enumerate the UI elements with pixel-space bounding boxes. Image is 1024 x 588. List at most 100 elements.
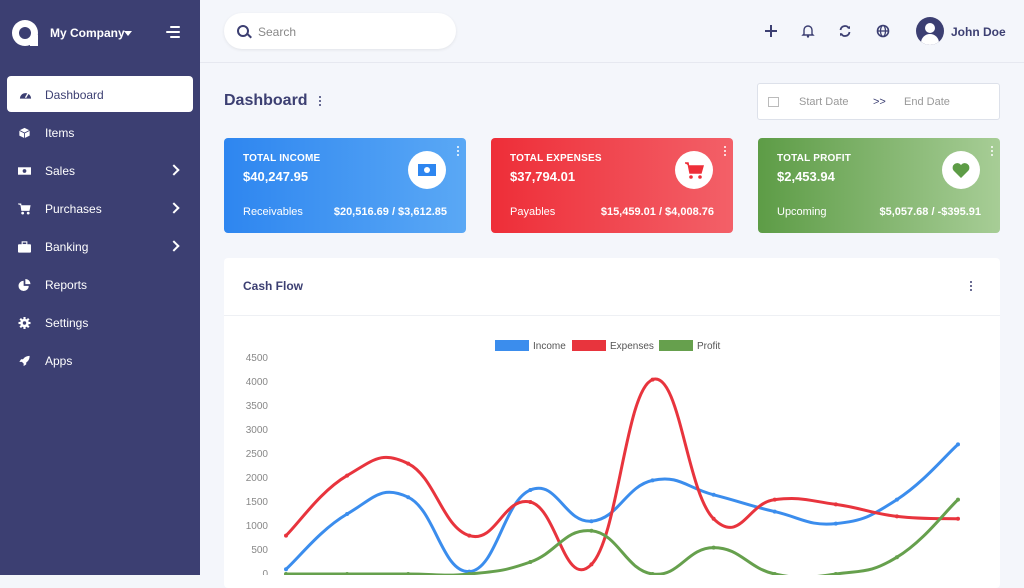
sidebar-item-purchases[interactable]: Purchases	[0, 190, 200, 228]
data-point-income[interactable]	[773, 510, 777, 514]
data-point-profit[interactable]	[589, 529, 593, 533]
data-point-income[interactable]	[284, 567, 288, 571]
calendar-icon	[768, 97, 779, 107]
data-point-expenses[interactable]	[528, 500, 532, 504]
y-tick-label: 3000	[246, 425, 269, 436]
date-separator: >>	[873, 96, 886, 108]
sidebar-item-dashboard[interactable]: Dashboard	[7, 76, 193, 112]
card-sub-label: Payables	[510, 206, 555, 218]
chevron-down-icon[interactable]	[124, 31, 132, 36]
more-options-icon[interactable]	[456, 146, 459, 158]
data-point-expenses[interactable]	[712, 517, 716, 521]
sidebar-item-sales[interactable]: Sales	[0, 152, 200, 190]
data-point-income[interactable]	[895, 498, 899, 502]
more-options-icon[interactable]	[723, 146, 726, 158]
card-icon-circle	[675, 151, 713, 189]
money-bill-icon	[408, 151, 446, 189]
y-tick-label: 1500	[246, 497, 269, 508]
data-point-profit[interactable]	[895, 555, 899, 559]
shopping-cart-icon	[18, 203, 31, 215]
legend-swatch-expenses[interactable]	[572, 340, 606, 351]
menu-toggle-icon[interactable]	[166, 26, 180, 38]
legend-label-profit[interactable]: Profit	[697, 341, 721, 352]
data-point-expenses[interactable]	[406, 462, 410, 466]
card-amount: $2,453.94	[777, 169, 835, 184]
data-point-expenses[interactable]	[651, 378, 655, 382]
y-tick-label: 3500	[246, 401, 269, 412]
sidebar-item-label: Banking	[45, 240, 88, 254]
chevron-right-icon	[168, 164, 179, 175]
legend-label-expenses[interactable]: Expenses	[610, 341, 654, 352]
data-point-profit[interactable]	[956, 498, 960, 502]
cube-icon	[18, 127, 31, 139]
sidebar-item-label: Items	[45, 126, 74, 140]
y-tick-label: 2500	[246, 449, 269, 460]
data-point-expenses[interactable]	[956, 517, 960, 521]
data-point-income[interactable]	[956, 442, 960, 446]
data-point-income[interactable]	[528, 488, 532, 492]
brand: My Company	[0, 0, 200, 64]
search-box[interactable]	[224, 13, 456, 49]
company-switcher[interactable]: My Company	[50, 26, 125, 40]
data-point-income[interactable]	[345, 512, 349, 516]
card-amount: $37,794.01	[510, 169, 575, 184]
legend-swatch-profit[interactable]	[659, 340, 693, 351]
search-input[interactable]	[256, 22, 440, 42]
sidebar-item-label: Sales	[45, 164, 75, 178]
y-tick-label: 4500	[246, 353, 269, 364]
chevron-right-icon	[168, 240, 179, 251]
more-options-icon[interactable]	[318, 96, 322, 108]
avatar[interactable]	[916, 17, 944, 45]
data-point-expenses[interactable]	[467, 534, 471, 538]
total-profit-card: TOTAL PROFIT $2,453.94 Upcoming $5,057.6…	[758, 138, 1000, 233]
card-sub-value: $5,057.68 / -$395.91	[879, 206, 981, 218]
shopping-cart-icon	[675, 151, 713, 189]
data-point-expenses[interactable]	[345, 474, 349, 478]
card-icon-circle	[942, 151, 980, 189]
series-line-expenses	[286, 379, 958, 570]
end-date-field[interactable]: End Date	[904, 96, 950, 108]
card-sub-label: Upcoming	[777, 206, 827, 218]
card-title: TOTAL PROFIT	[777, 153, 851, 164]
total-income-card: TOTAL INCOME $40,247.95 Receivables $20,…	[224, 138, 466, 233]
start-date-field[interactable]: Start Date	[799, 96, 849, 108]
data-point-income[interactable]	[406, 495, 410, 499]
card-icon-circle	[408, 151, 446, 189]
y-tick-label: 2000	[246, 473, 269, 484]
card-sub-label: Receivables	[243, 206, 303, 218]
data-point-profit[interactable]	[712, 546, 716, 550]
data-point-expenses[interactable]	[895, 514, 899, 518]
card-sub-value: $20,516.69 / $3,612.85	[334, 206, 447, 218]
bell-icon[interactable]	[801, 24, 815, 38]
date-range-picker[interactable]: Start Date >> End Date	[757, 83, 1000, 120]
user-name[interactable]: John Doe	[951, 25, 1006, 39]
y-tick-label: 4000	[246, 377, 269, 388]
legend-swatch-income[interactable]	[495, 340, 529, 351]
sidebar-item-label: Dashboard	[45, 88, 104, 102]
data-point-income[interactable]	[712, 493, 716, 497]
more-options-icon[interactable]	[990, 146, 993, 158]
plus-icon[interactable]	[764, 24, 778, 38]
search-icon	[237, 25, 249, 37]
globe-icon[interactable]	[876, 24, 890, 38]
data-point-income[interactable]	[834, 522, 838, 526]
chevron-right-icon	[168, 202, 179, 213]
data-point-income[interactable]	[651, 478, 655, 482]
data-point-income[interactable]	[589, 519, 593, 523]
sync-icon[interactable]	[838, 24, 852, 38]
y-tick-label: 500	[251, 545, 268, 556]
y-tick-label: 1000	[246, 521, 269, 532]
sidebar-item-items[interactable]: Items	[0, 114, 200, 152]
data-point-profit[interactable]	[528, 560, 532, 564]
legend-label-income[interactable]: Income	[533, 341, 566, 352]
heart-icon	[942, 151, 980, 189]
app-logo[interactable]	[12, 20, 38, 46]
card-sub-value: $15,459.01 / $4,008.76	[601, 206, 714, 218]
data-point-expenses[interactable]	[284, 534, 288, 538]
cash-flow-chart: 450040003500300025002000150010005000Inco…	[0, 258, 1000, 575]
dashboard-gauge-icon	[19, 88, 32, 100]
data-point-expenses[interactable]	[773, 498, 777, 502]
card-title: TOTAL EXPENSES	[510, 153, 602, 164]
data-point-expenses[interactable]	[834, 502, 838, 506]
data-point-expenses[interactable]	[589, 562, 593, 566]
